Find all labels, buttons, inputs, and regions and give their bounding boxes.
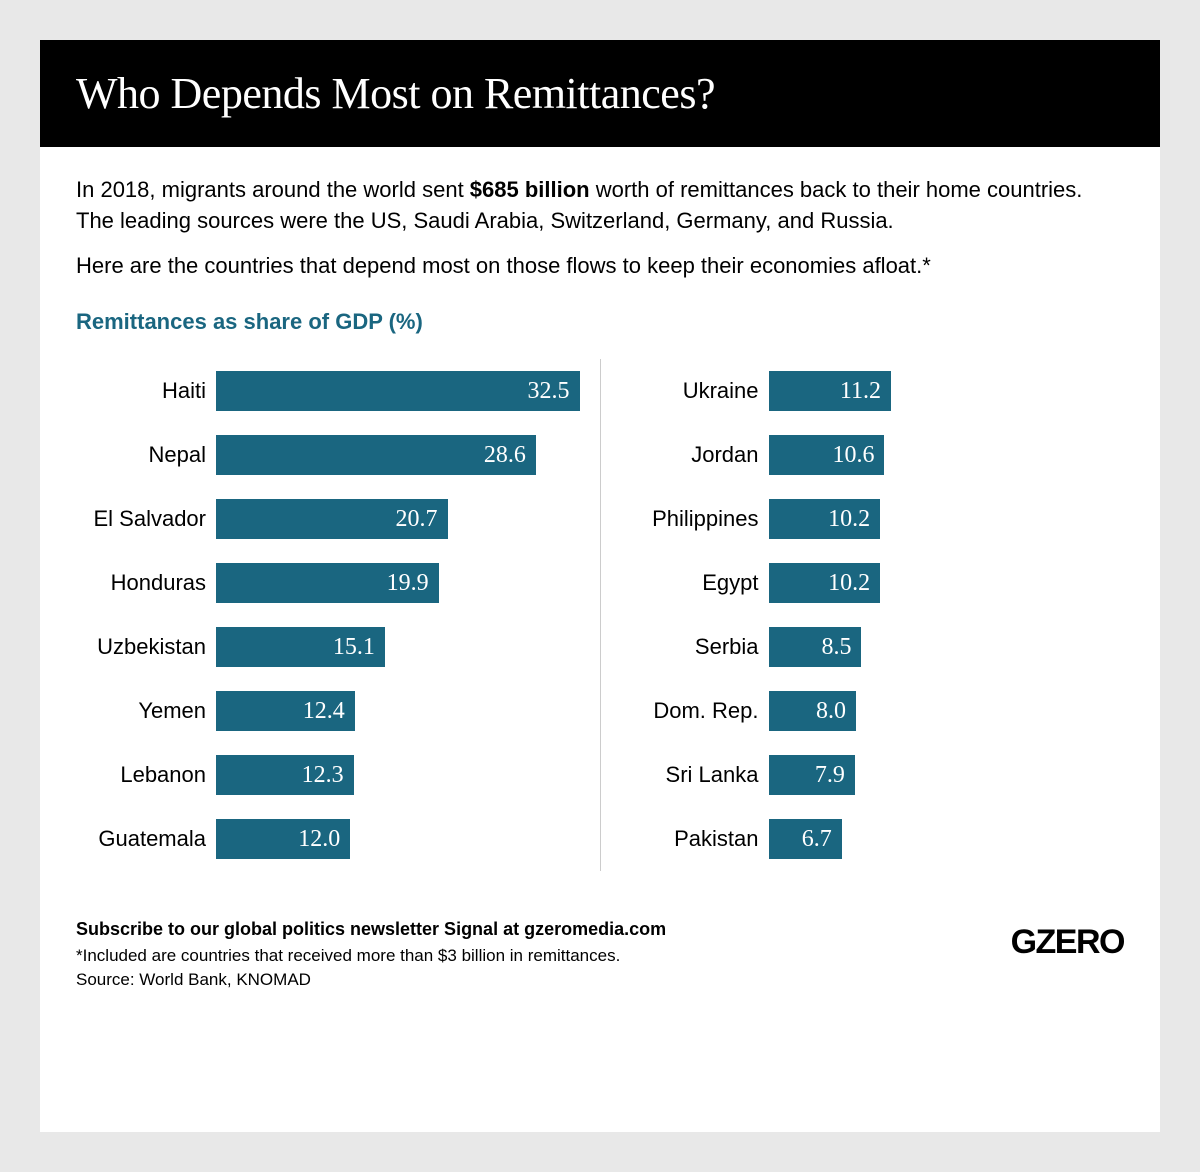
bar: 15.1 — [216, 627, 385, 667]
bar-value: 11.2 — [840, 378, 881, 405]
bar-value: 19.9 — [387, 570, 429, 597]
bar-track: 32.5 — [216, 371, 580, 411]
bar-row: Uzbekistan 15.1 — [76, 615, 580, 679]
bar-row: Dom. Rep. 8.0 — [621, 679, 1125, 743]
bar-row: Lebanon 12.3 — [76, 743, 580, 807]
bar-label: Haiti — [76, 378, 216, 404]
bar-value: 7.9 — [815, 762, 845, 789]
bar: 12.0 — [216, 819, 350, 859]
bar: 19.9 — [216, 563, 439, 603]
bar-row: El Salvador 20.7 — [76, 487, 580, 551]
bar: 8.5 — [769, 627, 862, 667]
bar-label: Jordan — [621, 442, 769, 468]
bar-track: 8.0 — [769, 691, 1125, 731]
bar-track: 19.9 — [216, 563, 580, 603]
bar-label: El Salvador — [76, 506, 216, 532]
chart-column-left: Haiti 32.5 Nepal 28.6 El Salvador 20.7 Hondura… — [76, 359, 601, 871]
bar-value: 12.0 — [298, 826, 340, 853]
bar-track: 11.2 — [769, 371, 1125, 411]
bar-row: Sri Lanka 7.9 — [621, 743, 1125, 807]
bar: 10.2 — [769, 563, 881, 603]
bar-value: 10.2 — [828, 506, 870, 533]
bar: 8.0 — [769, 691, 857, 731]
bar-track: 10.2 — [769, 499, 1125, 539]
bar-row: Egypt 10.2 — [621, 551, 1125, 615]
bar-value: 10.2 — [828, 570, 870, 597]
bar-row: Philippines 10.2 — [621, 487, 1125, 551]
bar-value: 10.6 — [832, 442, 874, 469]
bar: 28.6 — [216, 435, 536, 475]
bar-track: 7.9 — [769, 755, 1125, 795]
bar: 12.4 — [216, 691, 355, 731]
bar: 32.5 — [216, 371, 580, 411]
bar-row: Serbia 8.5 — [621, 615, 1125, 679]
chart-area: Haiti 32.5 Nepal 28.6 El Salvador 20.7 Hondura… — [76, 359, 1124, 871]
intro-p1-before: In 2018, migrants around the world sent — [76, 177, 470, 202]
bar: 11.2 — [769, 371, 892, 411]
bar-value: 20.7 — [396, 506, 438, 533]
header-bar: Who Depends Most on Remittances? — [40, 40, 1160, 147]
bar-label: Guatemala — [76, 826, 216, 852]
bar-value: 6.7 — [802, 826, 832, 853]
bar-track: 20.7 — [216, 499, 580, 539]
bar-label: Honduras — [76, 570, 216, 596]
bar-track: 8.5 — [769, 627, 1125, 667]
bar-value: 12.4 — [303, 698, 345, 725]
chart-title: Remittances as share of GDP (%) — [76, 309, 1124, 335]
gzero-logo: GZERO — [1011, 923, 1124, 962]
bar-value: 15.1 — [333, 634, 375, 661]
bar-value: 32.5 — [528, 378, 570, 405]
bar: 10.2 — [769, 499, 881, 539]
footer-subscribe-text: Subscribe to our global politics newslet… — [76, 919, 1124, 940]
bar-track: 12.3 — [216, 755, 580, 795]
bar-track: 10.6 — [769, 435, 1125, 475]
page-title: Who Depends Most on Remittances? — [76, 68, 1124, 119]
bar-track: 6.7 — [769, 819, 1125, 859]
bar: 10.6 — [769, 435, 885, 475]
bar-label: Egypt — [621, 570, 769, 596]
bar-row: Nepal 28.6 — [76, 423, 580, 487]
bar-label: Yemen — [76, 698, 216, 724]
bar: 20.7 — [216, 499, 448, 539]
bar: 7.9 — [769, 755, 855, 795]
footer-note: *Included are countries that received mo… — [76, 946, 1124, 966]
bar-label: Serbia — [621, 634, 769, 660]
intro-p1-bold: $685 billion — [470, 177, 590, 202]
bar-track: 28.6 — [216, 435, 580, 475]
bar-value: 12.3 — [302, 762, 344, 789]
bar-value: 8.5 — [821, 634, 851, 661]
bar-value: 8.0 — [816, 698, 846, 725]
bar-row: Honduras 19.9 — [76, 551, 580, 615]
footer: Subscribe to our global politics newslet… — [40, 891, 1160, 1010]
bar-track: 12.0 — [216, 819, 580, 859]
intro-paragraph-1: In 2018, migrants around the world sent … — [76, 175, 1124, 237]
chart-column-right: Ukraine11.2Jordan10.6Philippines10.2Egyp… — [601, 359, 1125, 871]
bar-label: Uzbekistan — [76, 634, 216, 660]
bar-row: Guatemala 12.0 — [76, 807, 580, 871]
bar-track: 15.1 — [216, 627, 580, 667]
bar-label: Pakistan — [621, 826, 769, 852]
bar-label: Ukraine — [621, 378, 769, 404]
intro-paragraph-2: Here are the countries that depend most … — [76, 251, 1124, 282]
bar-value: 28.6 — [484, 442, 526, 469]
content-area: In 2018, migrants around the world sent … — [40, 147, 1160, 891]
bar-track: 12.4 — [216, 691, 580, 731]
bar-label: Lebanon — [76, 762, 216, 788]
bar: 6.7 — [769, 819, 842, 859]
bar-label: Philippines — [621, 506, 769, 532]
bar-label: Dom. Rep. — [621, 698, 769, 724]
bar-row: Haiti 32.5 — [76, 359, 580, 423]
bar-label: Nepal — [76, 442, 216, 468]
bar-row: Yemen 12.4 — [76, 679, 580, 743]
bar-track: 10.2 — [769, 563, 1125, 603]
bar: 12.3 — [216, 755, 354, 795]
bar-row: Jordan 10.6 — [621, 423, 1125, 487]
infographic-container: Who Depends Most on Remittances? In 2018… — [40, 40, 1160, 1132]
bar-row: Ukraine 11.2 — [621, 359, 1125, 423]
bar-label: Sri Lanka — [621, 762, 769, 788]
footer-source: Source: World Bank, KNOMAD — [76, 970, 1124, 990]
bar-row: Pakistan 6.7 — [621, 807, 1125, 871]
